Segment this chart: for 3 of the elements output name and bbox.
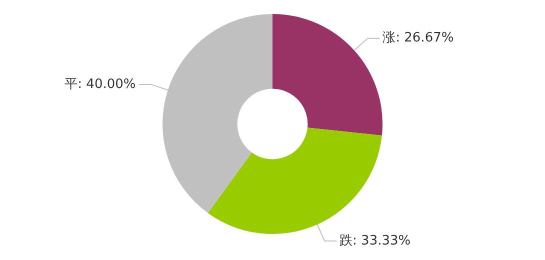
slice-label: 跌: 33.33% [340, 233, 411, 248]
slice-label: 涨: 26.67% [382, 30, 454, 46]
slice-label: 平: 40.00% [64, 76, 136, 92]
